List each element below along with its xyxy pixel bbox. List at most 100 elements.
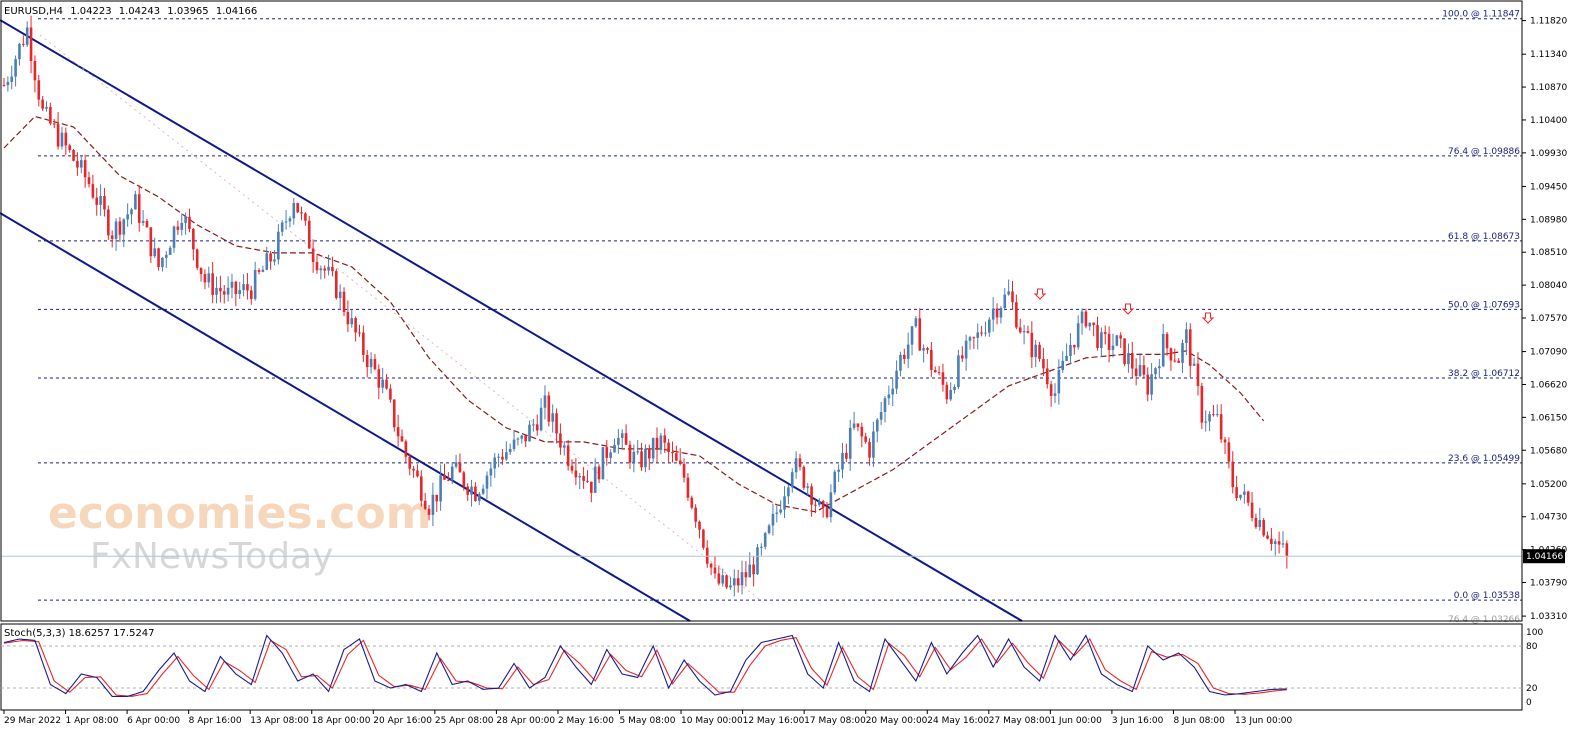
- candle-2: [10, 65, 14, 90]
- candle-body: [532, 424, 535, 426]
- candle-225: [872, 421, 875, 467]
- candle-body: [763, 533, 767, 547]
- candle-288: [1115, 334, 1119, 347]
- candle-body: [315, 262, 319, 271]
- candle-body: [493, 457, 497, 469]
- candle-186: [721, 568, 725, 587]
- candle-73: [284, 210, 288, 230]
- candle-261: [1011, 280, 1014, 310]
- candle-body: [891, 388, 895, 395]
- candle-303: [1173, 348, 1177, 363]
- candle-282: [1092, 322, 1095, 337]
- candle-body: [895, 370, 898, 389]
- candle-179: [694, 504, 697, 528]
- candle-body: [593, 466, 597, 493]
- candle-body: [806, 486, 810, 488]
- candle-328: [1270, 527, 1273, 551]
- candle-311: [1204, 410, 1208, 432]
- candle-23: [91, 174, 95, 200]
- y-tick-label-17: 1.03790: [1530, 579, 1567, 589]
- candle-258: [999, 306, 1003, 324]
- ohlc-open: 1.04223: [70, 6, 111, 17]
- candle-263: [1018, 318, 1022, 334]
- candle-264: [1022, 324, 1026, 345]
- candle-body: [810, 486, 813, 505]
- candle-210: [814, 499, 817, 514]
- candle-body: [1227, 442, 1231, 462]
- candle-86: [335, 268, 338, 300]
- candle-body: [1127, 353, 1130, 365]
- candle-body: [941, 372, 945, 385]
- candle-286: [1107, 326, 1111, 363]
- candle-body: [1134, 368, 1138, 376]
- candle-body: [1185, 329, 1188, 344]
- candle-body: [311, 248, 315, 263]
- candle-body: [775, 512, 779, 514]
- candle-146: [566, 439, 570, 471]
- candle-208: [806, 482, 810, 496]
- candle-body: [277, 231, 280, 260]
- candle-183: [709, 562, 713, 576]
- candle-body: [172, 226, 176, 248]
- candle-body: [1146, 374, 1150, 395]
- candle-332: [1285, 540, 1289, 569]
- candle-191: [740, 560, 744, 595]
- candle-body: [110, 235, 114, 239]
- candle-181: [702, 528, 705, 550]
- candle-265: [1026, 325, 1030, 334]
- candle-body: [489, 468, 493, 476]
- candle-body: [95, 197, 99, 205]
- candle-128: [497, 453, 500, 468]
- candle-body: [1034, 344, 1037, 358]
- candle-228: [883, 395, 887, 423]
- candle-body: [1096, 325, 1099, 348]
- candle-body: [226, 287, 230, 295]
- candle-200: [775, 505, 779, 523]
- candle-body: [335, 271, 338, 299]
- candle-109: [423, 492, 427, 511]
- candle-194: [752, 556, 755, 587]
- candle-body: [794, 458, 798, 473]
- candle-90: [350, 309, 354, 328]
- candle-body: [257, 270, 261, 272]
- candle-166: [644, 444, 647, 473]
- candle-174: [675, 445, 678, 462]
- candle-body: [520, 435, 524, 439]
- candle-body: [180, 222, 184, 230]
- candle-252: [976, 323, 980, 350]
- candle-246: [953, 384, 956, 394]
- candle-body: [358, 332, 361, 334]
- candle-223: [864, 432, 867, 444]
- candle-188: [729, 577, 732, 590]
- candle-161: [624, 424, 628, 445]
- candle-body: [949, 390, 952, 400]
- candle-body: [1173, 360, 1177, 362]
- candle-275: [1065, 343, 1068, 362]
- candle-body: [709, 563, 713, 568]
- candle-139: [539, 398, 543, 432]
- candle-9: [37, 74, 41, 107]
- candle-113: [439, 464, 442, 511]
- candle-214: [829, 484, 833, 523]
- candle-241: [933, 366, 937, 373]
- candle-body: [207, 273, 211, 283]
- candle-body: [56, 123, 60, 147]
- stoch-axis-label-3: 0: [1526, 698, 1532, 708]
- stoch-axis-label-0: 100: [1526, 628, 1543, 638]
- candle-61: [238, 281, 242, 299]
- candle-body: [462, 472, 466, 487]
- candle-147: [570, 459, 574, 474]
- candle-body: [242, 284, 245, 291]
- candle-33: [130, 207, 133, 225]
- candle-body: [953, 386, 956, 391]
- candle-body: [1169, 348, 1173, 361]
- candle-87: [338, 284, 342, 311]
- candle-250: [968, 335, 972, 350]
- candle-172: [667, 438, 670, 463]
- candle-69: [269, 251, 272, 270]
- y-tick-label-3: 1.10400: [1530, 116, 1567, 126]
- candle-body: [721, 575, 725, 584]
- candle-body: [937, 372, 941, 374]
- candle-285: [1103, 325, 1107, 345]
- y-tick-label-7: 1.08510: [1530, 248, 1567, 258]
